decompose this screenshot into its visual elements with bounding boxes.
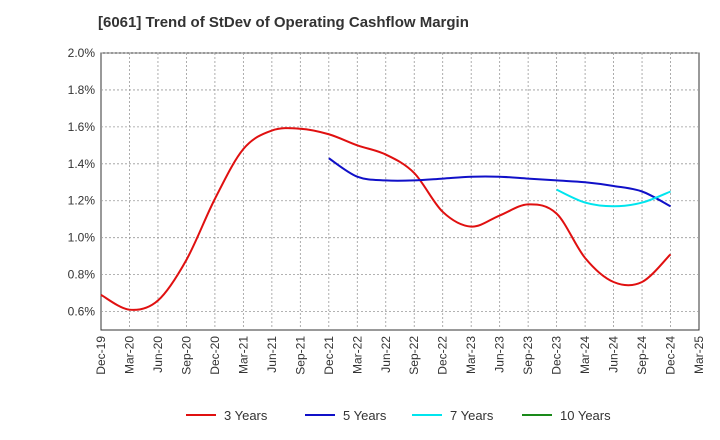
x-tick-label: Dec-24 bbox=[664, 336, 678, 375]
x-tick-label: Jun-22 bbox=[379, 336, 393, 373]
y-axis-ticks: 0.6% 0.8% 1.0% 1.2% 1.4% 1.6% 1.8% 2.0% bbox=[68, 46, 96, 319]
x-tick-label: Jun-23 bbox=[493, 336, 507, 373]
legend-label: 7 Years bbox=[450, 408, 494, 423]
y-tick-label: 1.0% bbox=[68, 231, 96, 245]
x-tick-label: Jun-21 bbox=[265, 336, 279, 373]
x-tick-label: Mar-22 bbox=[350, 336, 364, 374]
x-tick-label: Mar-20 bbox=[122, 336, 136, 374]
y-tick-label: 0.8% bbox=[68, 268, 96, 282]
x-tick-label: Mar-25 bbox=[692, 336, 706, 374]
y-tick-label: 1.6% bbox=[68, 120, 96, 134]
x-tick-label: Mar-24 bbox=[578, 336, 592, 374]
chart-title: [6061] Trend of StDev of Operating Cashf… bbox=[98, 14, 469, 31]
x-tick-label: Sep-21 bbox=[293, 336, 307, 375]
y-tick-label: 1.4% bbox=[68, 157, 96, 171]
legend-label: 10 Years bbox=[560, 408, 611, 423]
series-lines bbox=[100, 127, 672, 311]
x-tick-label: Dec-19 bbox=[94, 336, 108, 375]
series-line-1 bbox=[328, 157, 671, 208]
series-line-0 bbox=[100, 127, 672, 311]
x-tick-label: Jun-20 bbox=[151, 336, 165, 373]
x-axis-ticks: Dec-19 Mar-20 Jun-20 Sep-20 Dec-20 Mar-21 Jun-… bbox=[94, 336, 706, 375]
x-tick-label: Dec-21 bbox=[322, 336, 336, 375]
y-tick-label: 0.6% bbox=[68, 305, 96, 319]
x-tick-label: Mar-23 bbox=[464, 336, 478, 374]
x-tick-label: Sep-23 bbox=[521, 336, 535, 375]
x-tick-label: Mar-21 bbox=[236, 336, 250, 374]
x-tick-label: Dec-23 bbox=[550, 336, 564, 375]
legend: 3 Years 5 Years 7 Years 10 Years bbox=[186, 408, 611, 423]
x-tick-label: Dec-20 bbox=[208, 336, 222, 375]
legend-label: 3 Years bbox=[224, 408, 268, 423]
legend-label: 5 Years bbox=[343, 408, 387, 423]
x-tick-label: Dec-22 bbox=[436, 336, 450, 375]
x-tick-label: Sep-20 bbox=[179, 336, 193, 375]
y-tick-label: 1.8% bbox=[68, 83, 96, 97]
x-tick-label: Jun-24 bbox=[607, 336, 621, 373]
x-tick-label: Sep-22 bbox=[407, 336, 421, 375]
y-tick-label: 1.2% bbox=[68, 194, 96, 208]
y-tick-label: 2.0% bbox=[68, 46, 96, 60]
plot-area bbox=[100, 52, 700, 331]
x-tick-label: Sep-24 bbox=[635, 336, 649, 375]
series-line-2 bbox=[556, 188, 671, 208]
